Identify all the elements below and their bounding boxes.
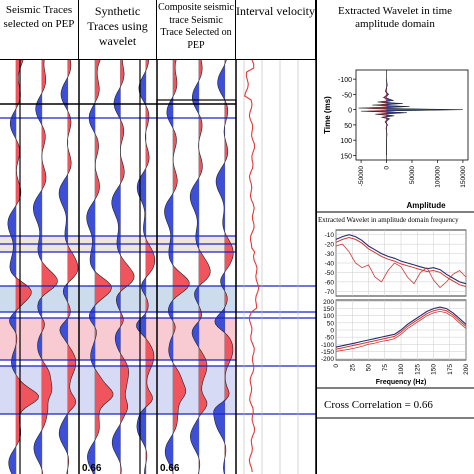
time-wavelet-curve: [358, 79, 463, 156]
freq-phase-panel-y-tick-label-2: 100: [323, 313, 334, 320]
seismic-trace-0-wiggle: [7, 60, 40, 474]
freq-x-tick-label-6: 150: [431, 364, 438, 375]
freq-amplitude-panel-y-tick-label-1: -20: [325, 242, 335, 249]
synthetic-bottom-label: 0.66: [82, 463, 102, 474]
time-x-tick-label-2: 50000: [409, 166, 416, 184]
freq-amplitude-panel-series-1: [335, 236, 467, 288]
freq-x-tick-label-8: 200: [463, 364, 470, 375]
seismic-trace-2-negative-lobe: [59, 60, 68, 474]
freq-amplitude-panel-series-2: [335, 243, 467, 289]
seismic-trace-0-negative-lobe: [7, 60, 17, 474]
composite-trace-2-wiggle: [213, 60, 234, 474]
composite-trace-2-negative-lobe: [213, 60, 225, 474]
cross-correlation-text: Cross Correlation = 0.66: [324, 399, 433, 411]
time-x-tick-label-4: 150000: [460, 166, 467, 188]
freq-x-tick-label-4: 100: [398, 364, 405, 375]
freq-amplitude-panel-y-tick-label-4: -50: [325, 270, 335, 277]
seismic-trace-0-positive-lobe: [16, 60, 39, 474]
freq-x-tick-label-2: 50: [366, 364, 373, 372]
freq-amplitude-panel-y-tick-label-5: -60: [325, 279, 335, 286]
header-composite-trace: Composite seismic trace Seismic Trace Se…: [157, 0, 236, 60]
freq-x-tick-label-1: 25: [349, 364, 356, 372]
composite-trace-1-wiggle: [189, 60, 211, 474]
freq-amplitude-panel-y-tick-label-3: -40: [325, 261, 335, 268]
freq-phase-panel-y-tick-label-3: 50: [327, 320, 335, 327]
header-synthetic-text: Synthetic Traces using wavelet: [87, 4, 148, 48]
time-x-tick-label-0: -50000: [358, 166, 365, 187]
freq-x-tick-label-7: 175: [447, 364, 454, 375]
freq-phase-panel-y-tick-label-5: -50: [325, 335, 335, 342]
freq-amplitude-panel-y-tick-label-2: -30: [325, 251, 335, 258]
synthetic-trace-0-negative-lobe: [86, 60, 95, 474]
composite-trace-0-negative-lobe: [164, 60, 173, 474]
synthetic-trace-1-positive-lobe: [120, 60, 135, 474]
time-x-tick-label-3: 100000: [434, 166, 441, 188]
wavelet-time-title-line2: amplitude domain: [355, 18, 435, 30]
time-y-tick-label-1: -50: [342, 92, 352, 99]
time-wavelet-plot-frame: [355, 69, 469, 161]
horizon-band-3: [0, 366, 236, 414]
synthetic-trace-0-wiggle: [86, 60, 114, 474]
time-y-tick-label-4: 100: [340, 138, 352, 145]
header-velocity-text: Interval velocity: [236, 4, 315, 18]
seismic-trace-1-negative-lobe: [33, 60, 42, 474]
synthetic-trace-1-wiggle: [111, 60, 135, 474]
time-y-tick-label-3: 50: [344, 123, 352, 130]
freq-phase-panel-y-tick-label-1: 150: [323, 306, 334, 313]
synthetic-trace-2-positive-lobe: [145, 60, 155, 474]
seismic-trace-1-wiggle: [32, 60, 58, 474]
composite-trace-0-wiggle: [164, 60, 190, 474]
synthetic-trace-2-wiggle: [136, 60, 156, 474]
freq-x-tick-label-0: 0: [333, 364, 340, 368]
composite-trace-2-positive-lobe: [224, 60, 234, 474]
freq-phase-panel-y-tick-label-7: -150: [321, 349, 334, 356]
composite-trace-1-positive-lobe: [198, 60, 211, 474]
header-seismic-text: Seismic Traces selected on PEP: [3, 4, 75, 30]
freq-phase-panel-y-tick-label-8: -200: [321, 356, 334, 363]
synthetic-trace-1-negative-lobe: [111, 60, 121, 474]
freq-amplitude-panel-series-0: [335, 234, 467, 285]
freq-phase-panel-y-tick-label-0: 200: [323, 299, 334, 306]
interval-velocity-curve: [244, 60, 260, 473]
synthetic-trace-2-negative-lobe: [136, 60, 146, 474]
composite-bottom-label: 0.66: [160, 463, 180, 474]
freq-phase-panel-series-0: [335, 306, 467, 348]
header-composite-text: Composite seismic trace Seismic Trace Se…: [158, 2, 234, 51]
freq-phase-panel-series-1: [335, 308, 467, 350]
freq-amplitude-panel-y-tick-label-6: -70: [325, 289, 335, 296]
header-interval-velocity: Interval velocity: [236, 0, 316, 60]
time-x-axis-label: Amplitude: [406, 201, 446, 210]
seismic-trace-2-wiggle: [58, 60, 79, 474]
freq-x-tick-label-5: 125: [414, 364, 421, 375]
trace-panels: 0.66 0.66: [0, 60, 316, 474]
freq-phase-panel-y-tick-label-6: -100: [321, 342, 334, 349]
wavelet-frequency-title: Extracted Wavelet in amplitude domain fr…: [318, 216, 459, 224]
freq-phase-panel-y-tick-label-4: 0: [330, 328, 334, 335]
freq-amplitude-panel-y-tick-label-0: -10: [325, 232, 335, 239]
time-y-tick-label-0: -100: [338, 77, 352, 84]
time-y-axis-label: Time (ms): [323, 96, 332, 134]
freq-phase-panel-series-2: [335, 310, 467, 352]
synthetic-trace-0-positive-lobe: [95, 60, 113, 474]
freq-x-tick-label-3: 75: [382, 364, 389, 372]
composite-trace-0-positive-lobe: [173, 60, 190, 474]
seismic-trace-1-positive-lobe: [41, 60, 58, 474]
time-y-tick-label-2: 0: [348, 108, 352, 115]
time-y-tick-label-5: 150: [340, 153, 352, 160]
header-seismic-traces: Seismic Traces selected on PEP: [0, 0, 79, 60]
time-x-tick-label-1: 0: [384, 166, 391, 170]
header-synthetic-traces: Synthetic Traces using wavelet: [79, 0, 157, 60]
wavelet-time-title-line1: Extracted Wavelet in time: [338, 5, 452, 17]
seismic-trace-2-positive-lobe: [67, 60, 78, 474]
freq-x-axis-label: Frequency (Hz): [376, 379, 427, 386]
